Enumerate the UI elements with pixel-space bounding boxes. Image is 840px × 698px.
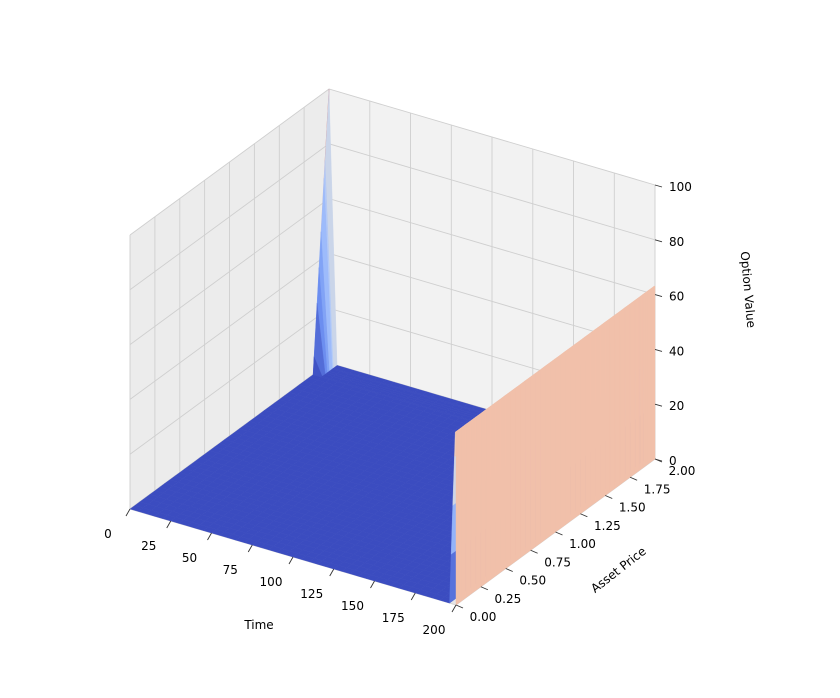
y-tick-label: 1.00 [569,537,596,551]
x-tick-label: 75 [223,563,238,577]
y-tick-mark [580,513,588,518]
surface-facet [634,297,640,474]
surface-facet [465,421,472,599]
surface-facet [470,417,477,595]
z-tick-mark [654,239,663,243]
x-tick-mark [207,532,212,541]
x-axis-title: Time [243,618,273,632]
y-tick-mark [555,531,563,536]
surface-facet [520,380,526,558]
z-tick-label: 60 [669,290,684,304]
surface-facet [595,326,601,504]
surface-facet [455,428,462,606]
surface-facet [550,359,556,536]
surface-facet [565,347,571,526]
surface-facet [475,413,482,591]
surface-facet [600,322,606,500]
surface-facet [505,391,511,569]
z-tick-mark [654,403,663,407]
y-tick-mark [505,568,513,572]
z-tick-label: 80 [669,235,684,249]
y-tick-label: 1.50 [619,501,646,515]
y-tick-label: 1.75 [644,482,671,496]
surface-facet [629,300,636,478]
surface-facet [525,377,531,555]
surface-facet [650,286,656,463]
surface-facet [460,424,467,602]
surface-facet [545,362,551,540]
y-tick-mark [455,604,464,609]
surface-facet [510,388,516,566]
surface-facet [560,351,566,529]
z-tick-mark [654,458,663,462]
surface [129,88,656,606]
y-axis-title: Asset Price [588,544,649,596]
surface-facet [646,289,651,466]
surface-facet [515,384,521,562]
surface-facet [580,337,586,515]
surface-facet [575,340,581,518]
x-tick-mark [370,580,375,589]
x-tick-mark [247,544,253,553]
y-tick-label: 2.00 [669,464,696,478]
surface-facet [639,294,644,471]
z-axis-title: Option Value [738,251,759,329]
y-tick-mark [605,495,613,499]
surface-facet [490,402,496,580]
surface-facet [555,355,561,533]
surface-facet [644,291,648,467]
surface-facet [535,369,541,547]
x-tick-mark [166,520,172,529]
surface-facet [590,329,596,507]
y-tick-label: 0.50 [519,574,546,588]
surface-facet [585,333,591,511]
z-tick-label: 100 [669,180,692,194]
x-tick-mark [451,604,457,613]
surface-facet [500,395,506,573]
y-tick-mark [480,586,489,591]
surface-facet [610,315,616,493]
x-tick-mark [410,592,416,601]
y-tick-label: 0.00 [470,610,497,624]
x-tick-label: 0 [104,527,112,541]
surface-facet [624,304,631,482]
y-tick-mark [629,476,638,481]
y-tick-mark [530,549,538,554]
surface-facet [485,406,491,584]
tick-marks [125,184,663,613]
x-tick-mark [329,568,335,577]
x-tick-label: 25 [141,539,156,553]
x-tick-label: 125 [300,587,323,601]
z-tick-label: 20 [669,399,684,413]
z-tick-mark [654,184,663,188]
x-tick-label: 175 [382,611,405,625]
x-tick-label: 100 [260,575,283,589]
x-tick-label: 200 [423,623,446,637]
x-tick-label: 150 [341,599,364,613]
z-tick-label: 40 [669,344,684,358]
surface-facet [530,373,536,551]
surface-facet [495,399,501,577]
surface-facet [620,307,626,486]
surface-facet [615,311,621,489]
surface-facet [570,344,576,522]
y-tick-label: 1.25 [594,519,621,533]
x-tick-label: 50 [182,551,197,565]
z-tick-label: 0 [669,454,677,468]
surface-facet [642,293,646,469]
x-tick-mark [288,556,294,565]
surface-facet [540,366,546,544]
y-tick-label: 0.25 [495,592,522,606]
x-tick-mark [125,508,131,517]
surface-facet [605,318,611,496]
z-tick-mark [654,348,663,352]
z-tick-mark [654,294,663,298]
y-tick-label: 0.75 [544,555,571,569]
surface-facet [480,410,487,588]
